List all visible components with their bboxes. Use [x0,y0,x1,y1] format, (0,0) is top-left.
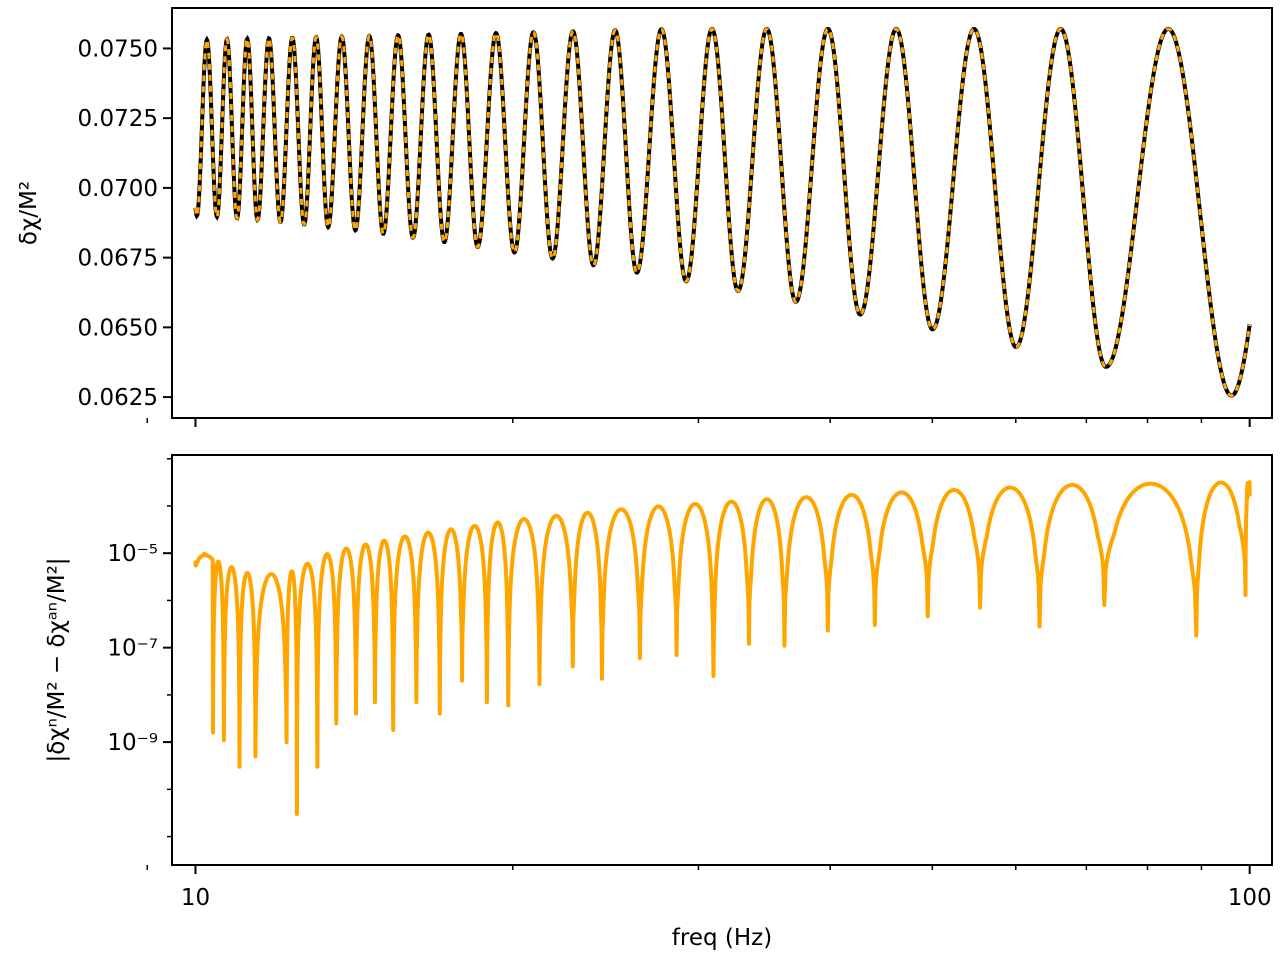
bottom-series-group [193,480,1252,817]
y-tick-label: 0.0625 [78,385,158,411]
bottom-x-axis-ticks: 10 100 [146,865,1272,911]
top-y-axis-label: δχ/M² [16,181,42,245]
x-tick-label: 10 [181,885,210,911]
x-tick-label: 100 [1228,885,1272,911]
bottom-x-axis-label: freq (Hz) [672,925,772,951]
top-panel: 0.0625 0.0650 0.0675 0.0700 0.0725 0.0750 δχ/… [16,7,1273,427]
top-series-group [193,26,1252,398]
bottom-panel: 10⁻⁹ 10⁻⁷ 10⁻⁵ 10 100 |δχⁿ/M² − δχᵃⁿ/M²| fr… [44,454,1273,951]
bottom-plot-frame [171,454,1273,866]
series-residual-line [193,480,1252,817]
y-tick-label: 10⁻⁷ [107,636,158,662]
y-tick-label: 0.0725 [78,106,158,132]
y-tick-label: 10⁻⁹ [107,730,158,756]
bottom-y-axis-ticks: 10⁻⁹ 10⁻⁷ 10⁻⁵ [107,457,172,838]
y-tick-label: 10⁻⁵ [107,541,158,567]
top-plot-frame [171,7,1273,419]
y-tick-label: 0.0675 [78,246,158,272]
y-tick-label: 0.0700 [78,176,158,202]
top-y-axis-ticks: 0.0625 0.0650 0.0675 0.0700 0.0725 0.0750 [78,36,172,411]
y-tick-label: 0.0650 [78,315,158,341]
series-dashed-line [193,27,1252,398]
y-tick-label: 0.0750 [78,36,158,62]
bottom-y-axis-label: |δχⁿ/M² − δχᵃⁿ/M²| [44,557,70,762]
top-x-axis-ticks [146,418,1251,427]
